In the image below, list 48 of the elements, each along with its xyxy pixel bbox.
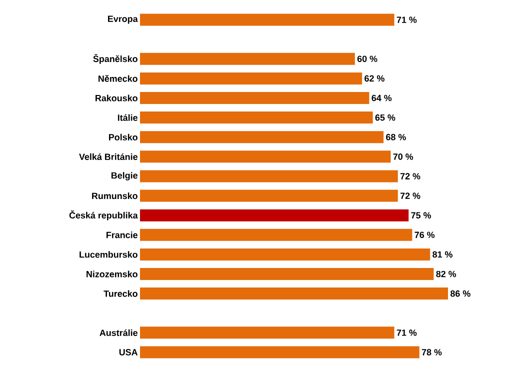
y-tick-label: Rumunsko [92,192,138,200]
data-label: 86 % [450,290,470,297]
y-tick-label: Česká republika [69,210,138,220]
data-label: 71 % [396,16,417,23]
y-tick-label: Velká Británie [79,153,138,160]
bar [140,72,362,84]
y-tick-label: Rakousko [96,94,138,102]
bar [140,326,394,339]
data-label: 71 % [396,330,417,336]
data-label: 68 % [386,134,406,140]
bar [140,346,420,358]
y-tick-label: Lucembursko [80,251,138,258]
data-label: 64 % [372,94,392,102]
data-label: 78 % [422,349,442,356]
y-tick-label: Evropa [108,16,138,24]
y-tick-label: Nizozemsko [86,270,138,278]
bar [140,52,355,65]
y-tick-label: Francie [106,232,138,238]
y-tick-label: USA [119,349,138,356]
data-label: 72 % [400,192,420,199]
bar [140,112,373,124]
data-label: 76 % [414,232,435,238]
bar [140,92,370,104]
bar [140,228,412,241]
data-label: 65 % [375,114,396,121]
y-tick-label: Belgie [111,172,138,180]
y-tick-label: Německo [98,75,138,82]
bar [140,170,398,182]
y-tick-label: Španělsko [93,54,138,64]
y-tick-label: Itálie [118,114,138,121]
y-tick-label: Turecko [104,290,138,297]
bar [140,14,394,26]
data-label: 82 % [436,270,456,278]
data-label: 70 % [393,153,414,160]
bar [140,150,391,163]
bar [140,131,384,144]
bar [140,190,398,202]
data-label: 72 % [400,173,420,180]
data-label: 81 % [432,251,452,258]
bar [140,288,448,300]
bar [140,268,434,280]
y-tick-label: Austrálie [100,329,138,336]
data-label: 62 % [364,75,384,82]
y-tick-label: Polsko [108,134,138,140]
data-label: 75 % [411,212,431,219]
data-label: 60 % [357,56,378,62]
bar [140,248,430,260]
bar [140,209,409,222]
